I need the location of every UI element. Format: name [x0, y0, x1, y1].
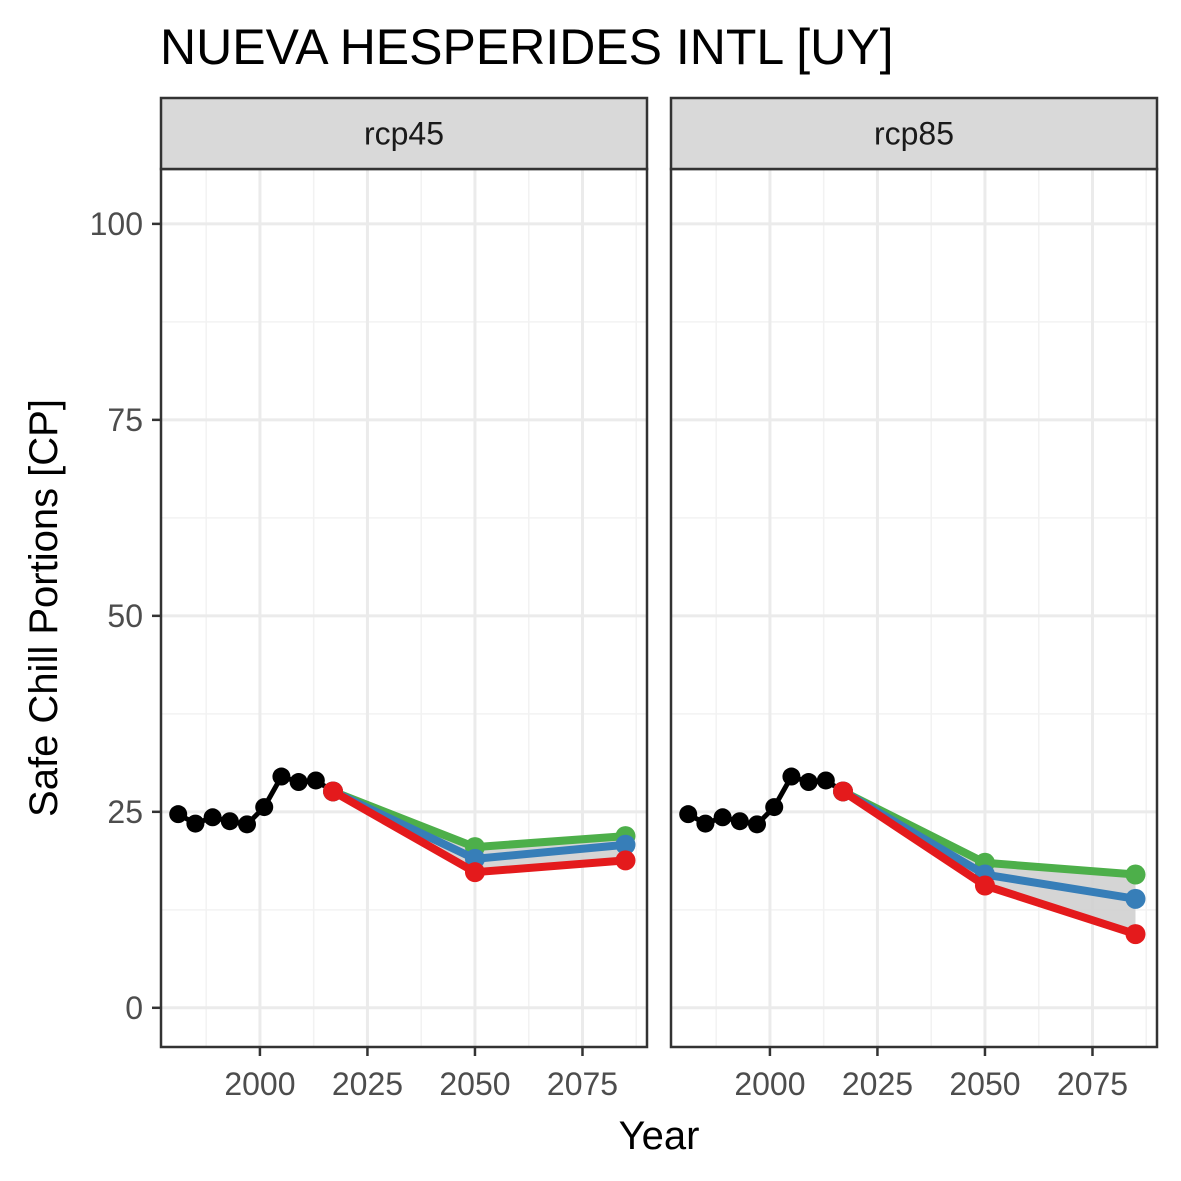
- historic-point: [255, 798, 274, 817]
- x-tick-label: 2075: [1057, 1066, 1128, 1102]
- historic-point: [748, 815, 767, 834]
- historic-point: [679, 805, 698, 824]
- facet-strip: [159, 96, 649, 171]
- scenario-point: [615, 834, 636, 855]
- y-tick-label: 50: [107, 598, 143, 634]
- chart-title: NUEVA HESPERIDES INTL [UY]: [160, 19, 894, 75]
- scenario-point: [974, 875, 995, 896]
- facet-rcp85: rcp85 2000 2025 2050 2075: [669, 96, 1159, 1102]
- x-tick-label: 2025: [332, 1066, 403, 1102]
- x-tick-label: 2000: [734, 1066, 805, 1102]
- facets: rcp45 2000 2025 2050 2075 0 25 50 75 100 rcp85 2000…: [90, 96, 1159, 1102]
- x-tick-label: 2025: [842, 1066, 913, 1102]
- historic-point: [289, 773, 308, 792]
- y-tick-label: 75: [107, 402, 143, 438]
- uncertainty-ribbon: [843, 791, 1136, 935]
- scenario-point: [833, 781, 854, 802]
- y-tick-label: 0: [125, 990, 143, 1026]
- scenario-point: [1125, 888, 1146, 909]
- historic-point: [169, 805, 188, 824]
- facet-strip: [669, 96, 1159, 171]
- scenario-point: [1125, 864, 1146, 885]
- historic-point: [799, 773, 818, 792]
- scenario-point: [323, 781, 344, 802]
- historic-point: [238, 815, 257, 834]
- historic-point: [782, 767, 801, 786]
- y-axis-title: Safe Chill Portions [CP]: [22, 399, 66, 817]
- y-tick-label: 25: [107, 794, 143, 830]
- scenario-point: [1125, 924, 1146, 945]
- historic-point: [186, 814, 205, 833]
- x-tick-label: 2050: [439, 1066, 510, 1102]
- historic-point: [713, 808, 732, 827]
- facet-strip-label: rcp45: [364, 116, 444, 152]
- historic-point: [816, 771, 835, 790]
- historic-point: [272, 767, 291, 786]
- x-tick-label: 2075: [547, 1066, 618, 1102]
- x-tick-label: 2050: [949, 1066, 1020, 1102]
- scenario-point: [615, 850, 636, 871]
- y-tick-label: 100: [90, 206, 143, 242]
- historic-point: [765, 798, 784, 817]
- historic-point: [306, 771, 325, 790]
- historic-point: [730, 812, 749, 831]
- historic-point: [220, 812, 239, 831]
- historic-point: [696, 814, 715, 833]
- scenario-point: [464, 862, 485, 883]
- facet-strip-label: rcp85: [874, 116, 954, 152]
- x-tick-label: 2000: [224, 1066, 295, 1102]
- facet-rcp45: rcp45 2000 2025 2050 2075 0 25 50 75 100: [90, 96, 649, 1102]
- x-axis-title: Year: [619, 1114, 700, 1158]
- historic-point: [203, 808, 222, 827]
